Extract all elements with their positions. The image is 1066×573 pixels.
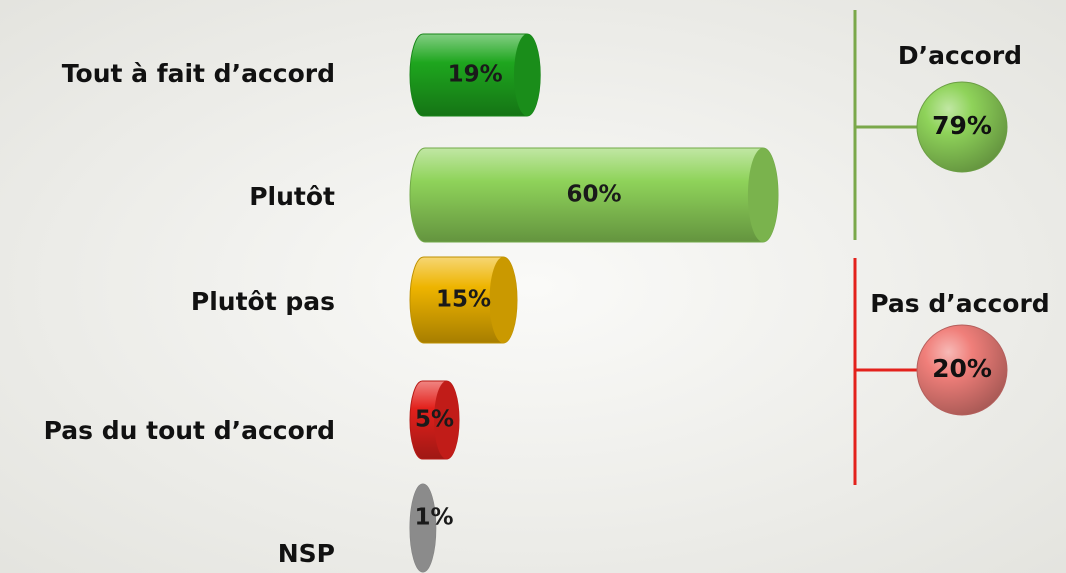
category-label: Plutôt pas bbox=[191, 287, 335, 316]
value-label: 15% bbox=[436, 287, 491, 313]
bar-cap bbox=[489, 257, 517, 343]
value-label: 60% bbox=[566, 182, 621, 208]
value-label: 5% bbox=[415, 407, 454, 433]
group-label: Pas d’accord bbox=[870, 289, 1049, 318]
bar bbox=[409, 380, 460, 460]
category-label: Pas du tout d’accord bbox=[44, 416, 335, 445]
category-label: Plutôt bbox=[249, 182, 335, 211]
group-value-label: 79% bbox=[932, 111, 992, 140]
category-label: Tout à fait d’accord bbox=[62, 59, 335, 88]
bar bbox=[409, 33, 541, 117]
value-label: 1% bbox=[414, 505, 453, 531]
bar-cap bbox=[513, 34, 541, 116]
group-circle bbox=[916, 81, 1008, 173]
bar bbox=[409, 256, 518, 344]
group-value-label: 20% bbox=[932, 354, 992, 383]
group-label: D’accord bbox=[898, 41, 1022, 70]
bar bbox=[409, 483, 437, 573]
bar-cap bbox=[434, 381, 459, 459]
value-label: 19% bbox=[448, 62, 503, 88]
group-circle bbox=[916, 324, 1008, 416]
bar-cap bbox=[410, 484, 436, 572]
bar bbox=[409, 147, 779, 243]
bar-cap bbox=[747, 148, 779, 242]
category-label: NSP bbox=[278, 539, 335, 568]
